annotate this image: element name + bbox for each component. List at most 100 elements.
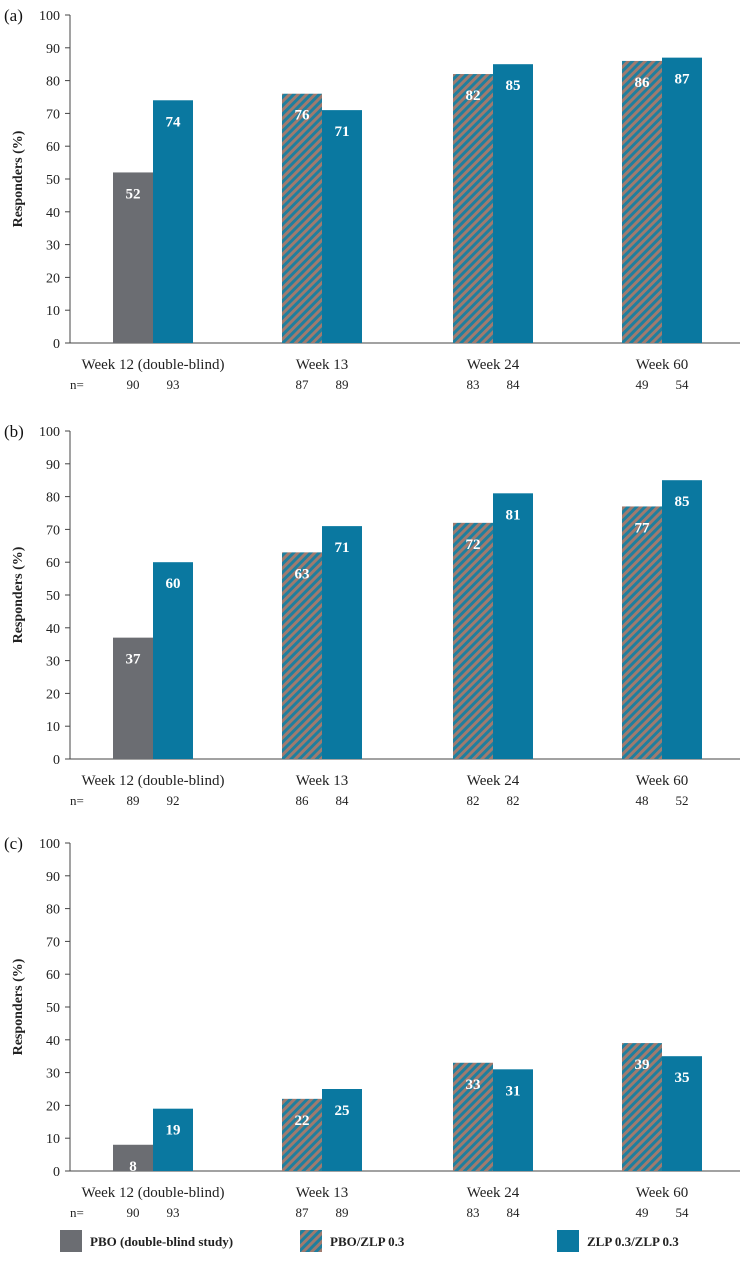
y-tick-label: 0 (53, 337, 60, 352)
bar-zlp (322, 1089, 362, 1171)
y-tick-label: 10 (46, 304, 60, 319)
bar-zlp (153, 562, 193, 759)
bar-zlp (662, 57, 702, 343)
legend-swatch-pbo (60, 1230, 82, 1252)
panel-label: (a) (4, 6, 23, 25)
y-tick-label: 70 (46, 523, 60, 538)
bar-data-label: 22 (295, 1113, 310, 1129)
n-value-label: 89 (336, 1205, 349, 1220)
n-value-label: 52 (676, 793, 689, 808)
n-value-label: 90 (127, 377, 140, 392)
legend-label: PBO/ZLP 0.3 (330, 1234, 405, 1249)
chart-panel: (b) Responders (%) 0 10 20 30 40 50 60 70 80 90 100 3… (4, 422, 740, 808)
bar-data-label: 87 (675, 72, 691, 88)
bar-data-label: 19 (166, 1123, 181, 1139)
n-row-label: n= (70, 793, 84, 808)
n-row-label: n= (70, 1205, 84, 1220)
bar-data-label: 81 (506, 507, 521, 523)
y-tick-label: 0 (53, 1165, 60, 1180)
y-tick-label: 70 (46, 935, 60, 950)
x-category-label: Week 24 (467, 1185, 520, 1201)
n-row-label: n= (70, 377, 84, 392)
bar-pbo-zlp (622, 1043, 662, 1171)
n-value-label: 48 (636, 793, 649, 808)
x-category-label: Week 12 (double-blind) (82, 773, 225, 789)
y-tick-label: 50 (46, 589, 60, 604)
x-category-label: Week 24 (467, 773, 520, 789)
bar-data-label: 33 (466, 1077, 481, 1093)
n-value-label: 86 (296, 793, 310, 808)
y-tick-label: 60 (46, 968, 60, 983)
n-value-label: 49 (636, 1205, 649, 1220)
x-category-label: Week 13 (296, 773, 349, 789)
legend-swatch-zlp (557, 1230, 579, 1252)
bar-data-label: 35 (675, 1070, 690, 1086)
y-tick-label: 100 (39, 837, 60, 852)
y-tick-label: 40 (46, 206, 60, 221)
bar-pbo-zlp (453, 1062, 493, 1171)
n-value-label: 84 (507, 377, 521, 392)
y-tick-label: 70 (46, 107, 60, 122)
bar-pbo-zlp (282, 1098, 322, 1171)
y-tick-label: 90 (46, 42, 60, 57)
bar-data-label: 82 (466, 88, 481, 104)
bar-data-label: 39 (635, 1057, 650, 1073)
bar-data-label: 77 (635, 520, 651, 536)
bar-data-label: 52 (126, 186, 141, 202)
y-tick-label: 30 (46, 655, 60, 670)
y-tick-label: 30 (46, 239, 60, 254)
x-category-label: Week 24 (467, 357, 520, 373)
y-tick-label: 40 (46, 1034, 60, 1049)
n-value-label: 87 (296, 377, 310, 392)
bar-pbo-zlp (622, 60, 662, 344)
x-category-label: Week 13 (296, 1185, 349, 1201)
n-value-label: 92 (167, 793, 180, 808)
n-value-label: 82 (507, 793, 520, 808)
bar-zlp (662, 480, 702, 759)
panel-label: (b) (4, 422, 24, 441)
y-tick-label: 0 (53, 753, 60, 768)
n-value-label: 93 (167, 1205, 180, 1220)
y-tick-label: 100 (39, 9, 60, 24)
bar-pbo (113, 172, 153, 343)
x-category-label: Week 13 (296, 357, 349, 373)
y-axis-label: Responders (%) (11, 546, 26, 643)
bar-data-label: 8 (129, 1159, 137, 1175)
y-tick-label: 80 (46, 75, 60, 90)
y-tick-label: 100 (39, 425, 60, 440)
n-value-label: 83 (467, 1205, 480, 1220)
bar-pbo-zlp (282, 93, 322, 343)
bar-data-label: 37 (126, 652, 142, 668)
chart-panel: (c) Responders (%) 0 10 20 30 40 50 60 70 80 90 100 8… (4, 834, 740, 1220)
bar-data-label: 86 (635, 75, 651, 91)
chart-panel: (a) Responders (%) 0 10 20 30 40 50 60 70 80 90 100 5… (4, 6, 740, 392)
panel-label: (c) (4, 834, 23, 853)
legend-label: ZLP 0.3/ZLP 0.3 (587, 1234, 679, 1249)
y-tick-label: 10 (46, 720, 60, 735)
bar-data-label: 63 (295, 566, 310, 582)
y-tick-label: 50 (46, 1001, 60, 1016)
n-value-label: 84 (336, 793, 350, 808)
n-value-label: 82 (467, 793, 480, 808)
x-category-label: Week 60 (636, 1185, 689, 1201)
bar-data-label: 85 (675, 494, 690, 510)
n-value-label: 89 (127, 793, 140, 808)
y-tick-label: 90 (46, 458, 60, 473)
y-tick-label: 80 (46, 903, 60, 918)
x-category-label: Week 12 (double-blind) (82, 1185, 225, 1201)
bar-zlp (662, 1056, 702, 1171)
y-tick-label: 60 (46, 556, 60, 571)
bar-zlp (322, 110, 362, 344)
bar-zlp (493, 493, 533, 759)
y-axis-label: Responders (%) (11, 958, 26, 1055)
y-tick-label: 20 (46, 1099, 60, 1114)
bar-data-label: 60 (166, 576, 181, 592)
bar-zlp (153, 1108, 193, 1171)
bar-pbo-zlp (282, 552, 322, 759)
n-value-label: 83 (467, 377, 480, 392)
bar-pbo (113, 637, 153, 759)
y-tick-label: 20 (46, 271, 60, 286)
bar-data-label: 85 (506, 78, 521, 94)
n-value-label: 49 (636, 377, 649, 392)
